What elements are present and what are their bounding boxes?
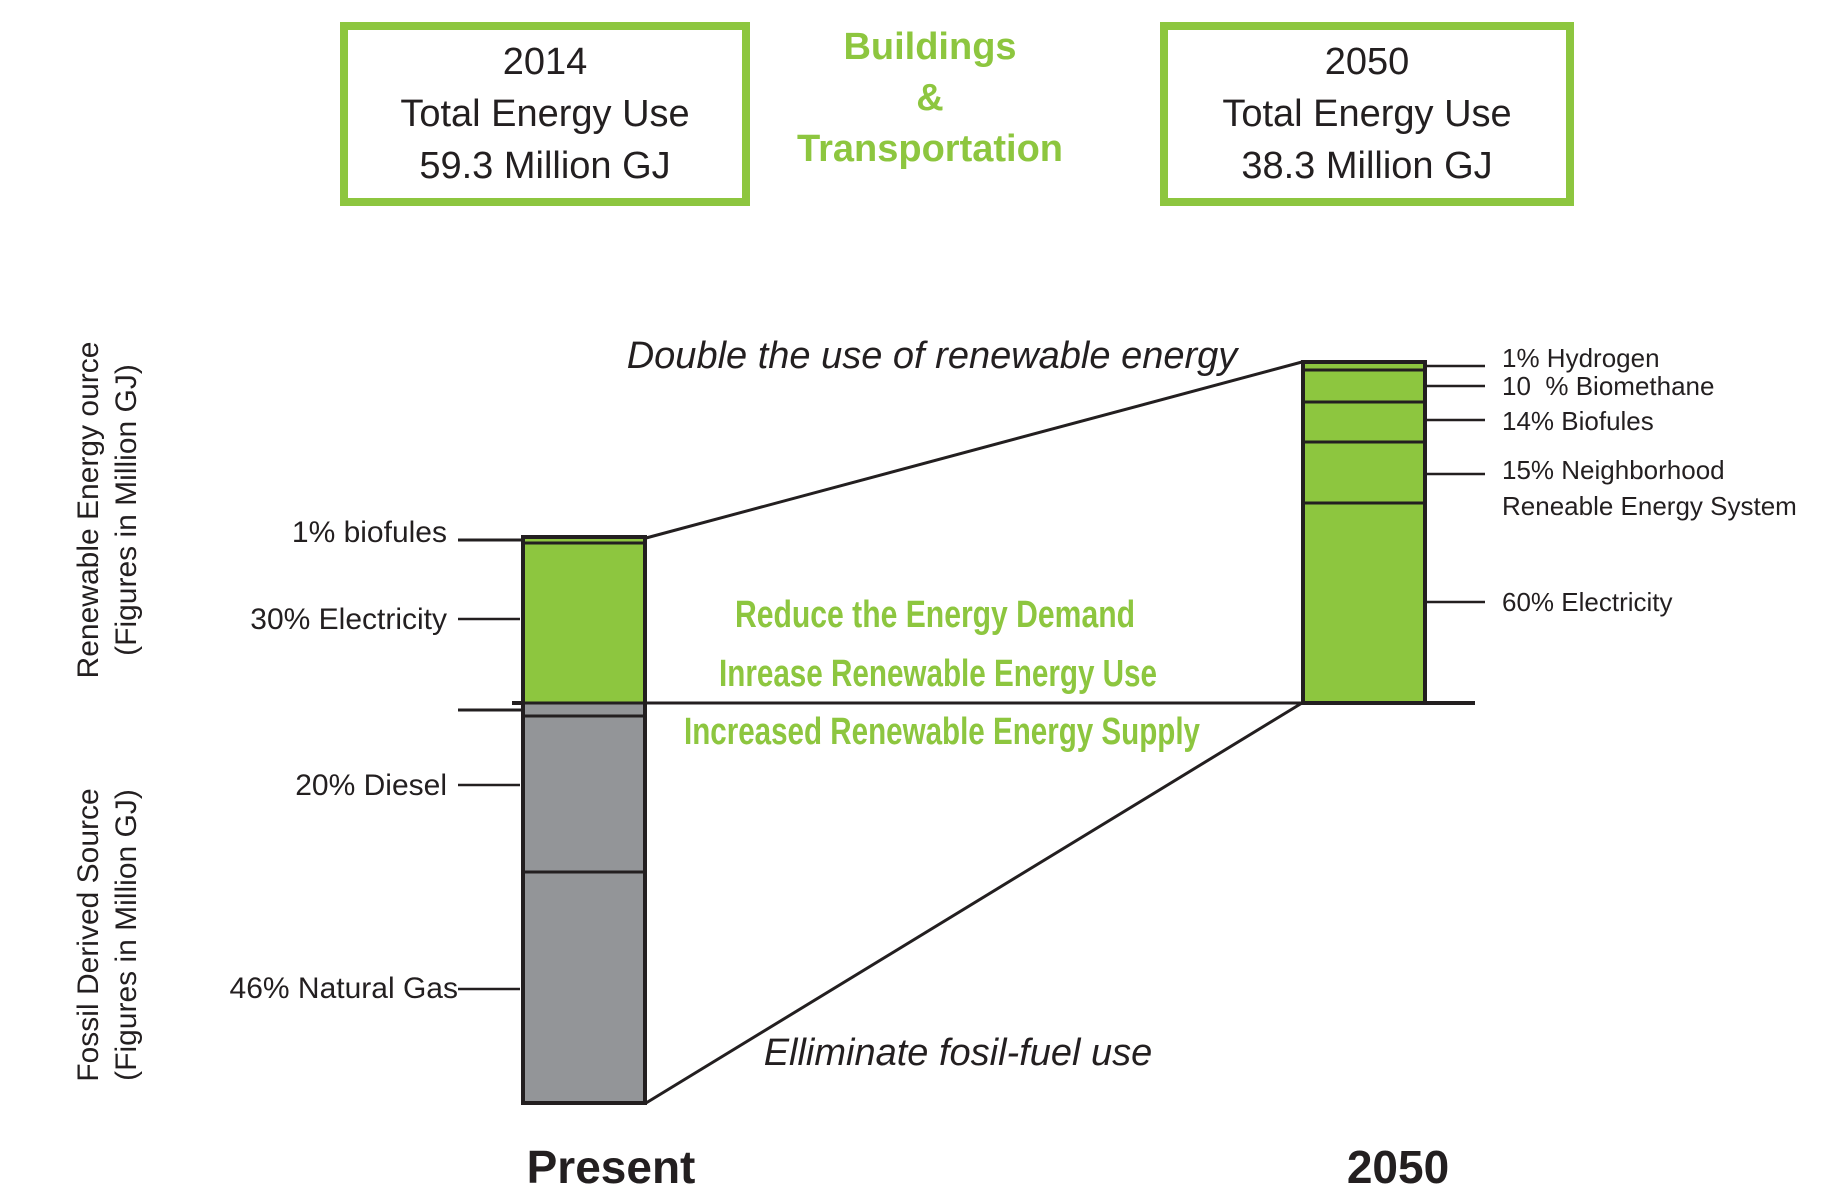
future-bar-fill: [1303, 362, 1425, 703]
present-segment-diesel: [523, 716, 645, 872]
renewable-axis-title: Renewable Energy ource: [72, 342, 105, 679]
label-present-biofules: 1% biofules: [292, 516, 447, 549]
box-2050-caption: Total Energy Use: [1222, 93, 1512, 135]
center-green-messages: Reduce the Energy Demand Inrease Renewab…: [684, 594, 1200, 753]
annotation-eliminate-fossil: Elliminate fosil-fuel use: [764, 1032, 1153, 1074]
present-bar-outline: [521, 535, 647, 1105]
label-future-biomethane: 10 % Biomethane: [1502, 371, 1714, 401]
fossil-axis-title: Fossil Derived Source: [72, 788, 105, 1081]
message-increase-use: Inrease Renewable Energy Use: [719, 653, 1157, 695]
connector-bottom: [645, 701, 1303, 1105]
label-future-neighborhood: 15% Neighborhood Reneable Energy System: [1502, 455, 1797, 521]
diagram-title: Buildings & Transportation: [760, 22, 1100, 175]
annotation-double-renewable: Double the use of renewable energy: [627, 335, 1240, 377]
label-future-electricity: 60% Electricity: [1502, 587, 1673, 617]
box-2014-caption: Total Energy Use: [400, 93, 690, 135]
present-segment-biofules: [523, 537, 645, 543]
future-labels: 1% Hydrogen 10 % Biomethane 14% Biofules…: [1425, 343, 1797, 617]
label-present-diesel: 20% Diesel: [295, 769, 447, 802]
future-bar-caption: 2050: [1347, 1141, 1449, 1193]
box-2050-year: 2050: [1324, 41, 1410, 83]
label-present-electricity: 30% Electricity: [250, 603, 447, 636]
box-2014-total: 2014 Total Energy Use 59.3 Million GJ: [340, 22, 750, 206]
future-bar: [1301, 360, 1427, 705]
message-increase-supply: Increased Renewable Energy Supply: [684, 711, 1200, 753]
future-bar-outline: [1301, 360, 1427, 705]
present-segment-fossil-small: [523, 703, 645, 716]
present-labels: 1% biofules 30% Electricity 20% Diesel 4…: [230, 516, 523, 1005]
present-segment-natural-gas: [523, 872, 645, 1103]
label-future-hydrogen: 1% Hydrogen: [1502, 343, 1660, 373]
renewable-axis-subtitle: (Figures in Million GJ): [110, 364, 143, 656]
box-2050-total: 2050 Total Energy Use 38.3 Million GJ: [1160, 22, 1574, 206]
connector-top: [645, 360, 1303, 540]
title-line-3: Transportation: [796, 128, 1064, 170]
box-2014-year: 2014: [502, 41, 588, 83]
present-bar: [521, 535, 647, 1105]
message-reduce-demand: Reduce the Energy Demand: [735, 594, 1135, 636]
present-bar-caption: Present: [527, 1141, 696, 1193]
label-present-natural-gas: 46% Natural Gas: [230, 972, 458, 1005]
label-future-biofules: 14% Biofules: [1502, 406, 1654, 436]
box-2050-value: 38.3 Million GJ: [1241, 145, 1493, 187]
box-2014-value: 59.3 Million GJ: [419, 145, 671, 187]
title-line-1: Buildings: [843, 26, 1017, 68]
title-line-2: &: [916, 77, 944, 119]
fossil-axis-subtitle: (Figures in Million GJ): [110, 789, 143, 1081]
present-segment-electricity: [523, 543, 645, 703]
